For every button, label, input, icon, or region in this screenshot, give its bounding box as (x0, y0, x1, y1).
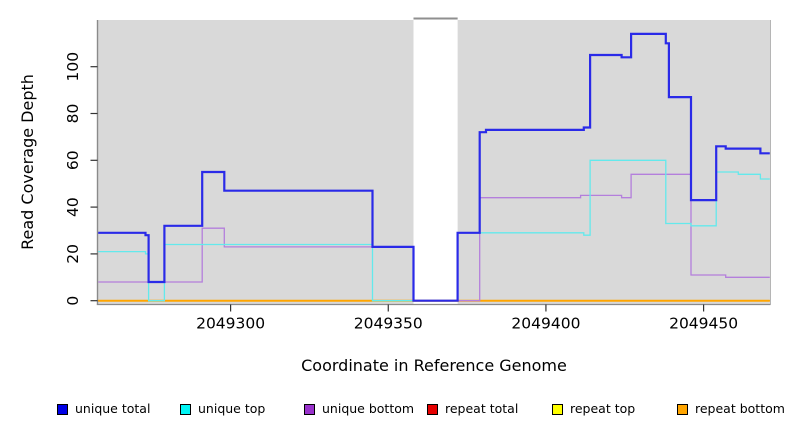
x-tick-label: 2049300 (196, 315, 265, 333)
legend-label: repeat total (445, 401, 519, 416)
legend-label: unique total (75, 401, 151, 416)
x-tick-label: 2049450 (669, 315, 738, 333)
legend-swatch-orange (677, 403, 688, 415)
legend-swatch-blue (57, 403, 68, 415)
y-axis-title: Read Coverage Depth (18, 74, 37, 250)
x-tick-label: 2049400 (511, 315, 580, 333)
legend-swatch-yellow (552, 403, 563, 415)
x-axis-title: Coordinate in Reference Genome (301, 356, 567, 375)
y-tick-label: 100 (64, 52, 82, 82)
series-unique-bottom (98, 173, 770, 302)
y-tick-label: 80 (64, 104, 82, 124)
legend: unique total unique top unique bottom re… (0, 398, 792, 424)
x-tick-label: 2049350 (354, 315, 423, 333)
coverage-chart: 2049300 2049350 2049400 2049450 0 20 40 60 80 100… (18, 17, 771, 375)
legend-label: unique bottom (322, 401, 415, 416)
y-tick-label: 20 (64, 244, 82, 264)
series-unique-total (98, 32, 770, 302)
legend-label: repeat bottom (695, 401, 785, 416)
legend-swatch-purple (304, 403, 315, 415)
y-tick-label: 60 (64, 150, 82, 170)
legend-label: unique top (198, 401, 266, 416)
y-tick-label: 40 (64, 197, 82, 217)
legend-swatch-red (427, 403, 438, 415)
legend-item: unique total (57, 401, 150, 417)
legend-item: repeat total (427, 401, 518, 417)
legend-item: repeat top (552, 401, 635, 417)
legend-swatch-cyan (180, 403, 191, 415)
legend-item: repeat bottom (677, 401, 785, 417)
series-unique-top (98, 159, 770, 302)
legend-item: unique top (180, 401, 265, 417)
legend-label: repeat top (570, 401, 636, 416)
y-tick-label: 0 (64, 296, 82, 306)
legend-item: unique bottom (304, 401, 414, 417)
no-data-band (413, 19, 458, 304)
